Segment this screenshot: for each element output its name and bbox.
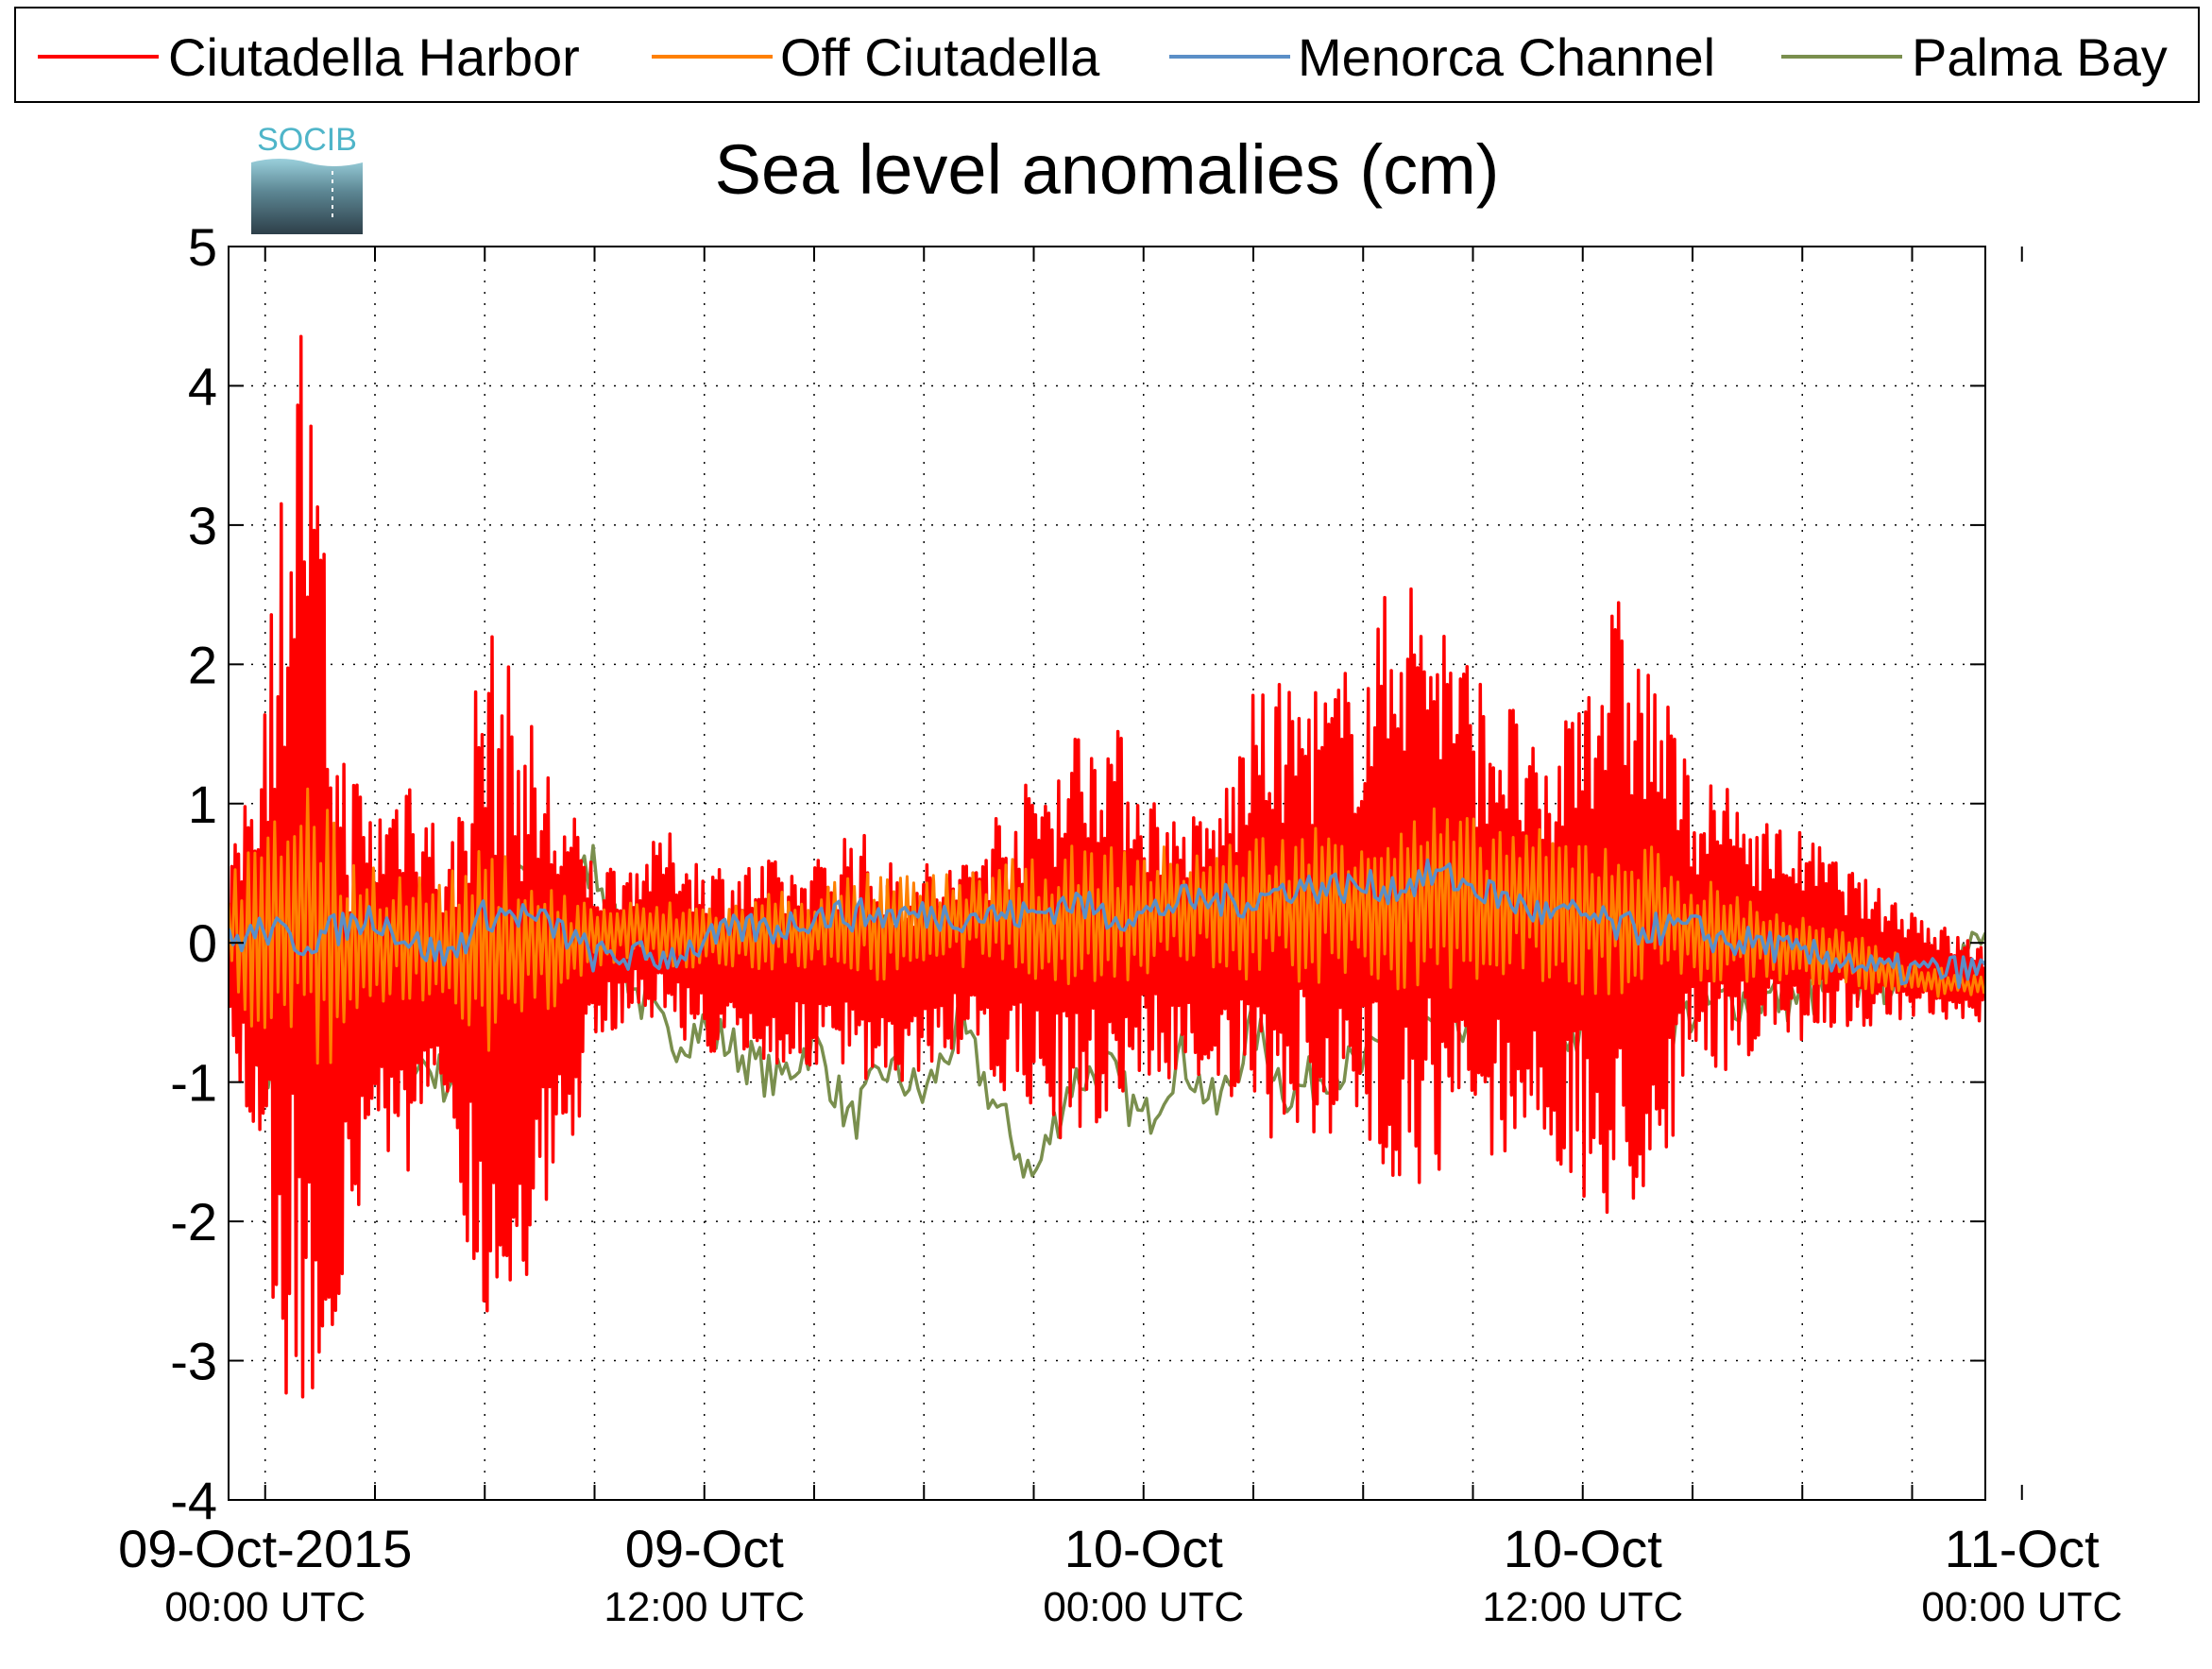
- x-tick-label-date: 09-Oct: [625, 1519, 784, 1578]
- legend-item-menorca-channel: Menorca Channel: [1169, 27, 1715, 87]
- legend-label-off-ciutadella: Off Ciutadella: [780, 27, 1100, 87]
- x-tick-label-time: 00:00 UTC: [1043, 1584, 1244, 1630]
- logo-image: [251, 156, 363, 234]
- socib-logo: SOCIB: [251, 122, 363, 234]
- y-tick-label: -4: [170, 1471, 217, 1530]
- x-tick-label-time: 00:00 UTC: [164, 1584, 366, 1630]
- legend: Ciutadella Harbor Off Ciutadella Menorca…: [14, 7, 2200, 103]
- x-tick-label-time: 12:00 UTC: [1482, 1584, 1683, 1630]
- y-tick-label: -3: [170, 1332, 217, 1391]
- y-tick-label: 3: [188, 496, 217, 555]
- legend-label-ciutadella-harbor: Ciutadella Harbor: [168, 27, 580, 87]
- legend-item-off-ciutadella: Off Ciutadella: [652, 27, 1100, 87]
- plot-area: [228, 246, 2023, 1501]
- y-tick-label: 5: [188, 217, 217, 277]
- x-tick-label-date: 10-Oct: [1064, 1519, 1223, 1578]
- plot-frame: [228, 246, 1986, 1501]
- legend-item-palma-bay: Palma Bay: [1781, 27, 2168, 87]
- legend-item-ciutadella-harbor: Ciutadella Harbor: [38, 27, 580, 87]
- y-tick-label: 4: [188, 356, 217, 416]
- series-group: [229, 334, 1985, 1399]
- series-line-off-ciutadella: [229, 787, 1985, 1065]
- y-tick-label: -1: [170, 1053, 217, 1113]
- series-line-menorca-channel: [229, 858, 1985, 989]
- chart-title: Sea level anomalies (cm): [715, 130, 1500, 209]
- legend-label-palma-bay: Palma Bay: [1912, 27, 2168, 87]
- y-tick-label: 0: [188, 913, 217, 973]
- x-tick-label-date: 09-Oct-2015: [118, 1519, 412, 1578]
- logo-wave: [251, 156, 363, 166]
- y-tick-label: -2: [170, 1192, 217, 1252]
- x-tick-label-time: 00:00 UTC: [1921, 1584, 2122, 1630]
- x-tick-label-time: 12:00 UTC: [604, 1584, 805, 1630]
- x-tick-label-date: 10-Oct: [1504, 1519, 1662, 1578]
- logo-text: SOCIB: [257, 122, 357, 158]
- y-tick-label: 2: [188, 635, 217, 694]
- x-tick-label-date: 11-Oct: [1945, 1519, 2100, 1578]
- legend-label-menorca-channel: Menorca Channel: [1298, 27, 1715, 87]
- axis-ticks: [229, 246, 2023, 1501]
- y-tick-label: 1: [188, 775, 217, 834]
